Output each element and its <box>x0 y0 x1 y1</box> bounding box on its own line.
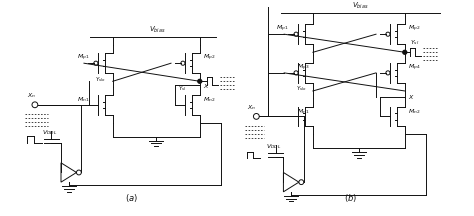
Text: $M_{p2}$: $M_{p2}$ <box>408 24 421 35</box>
Text: $V_{bias}$: $V_{bias}$ <box>352 1 369 11</box>
Circle shape <box>198 79 202 83</box>
Circle shape <box>403 50 407 54</box>
Text: $M_{p1}$: $M_{p1}$ <box>77 53 90 64</box>
Text: $Y_{slo}$: $Y_{slo}$ <box>295 85 306 94</box>
Text: $M_{n2}$: $M_{n2}$ <box>408 107 420 116</box>
Text: $V_{bias}$: $V_{bias}$ <box>149 25 166 35</box>
Text: $X$: $X$ <box>203 83 210 91</box>
Text: $V_{DDL}$: $V_{DDL}$ <box>266 142 281 151</box>
Text: $M_{n1}$: $M_{n1}$ <box>297 107 310 116</box>
Text: $X_n$: $X_n$ <box>247 103 256 111</box>
Text: $M_{p4}$: $M_{p4}$ <box>408 63 421 73</box>
Text: $M_{n2}$: $M_{n2}$ <box>203 95 216 104</box>
Text: $Y_{sl}$: $Y_{sl}$ <box>179 85 187 94</box>
Text: $M_{p1}$: $M_{p1}$ <box>276 24 288 35</box>
Text: $(a)$: $(a)$ <box>125 192 138 204</box>
Text: $X_n$: $X_n$ <box>27 91 36 100</box>
Text: $M_{p2}$: $M_{p2}$ <box>203 53 216 64</box>
Text: $M_{p3}$: $M_{p3}$ <box>297 63 310 73</box>
Text: $(b)$: $(b)$ <box>344 192 357 204</box>
Text: $X$: $X$ <box>408 93 415 101</box>
Text: $M_{n1}$: $M_{n1}$ <box>77 95 90 104</box>
Text: $Y_{sl}$: $Y_{sl}$ <box>410 38 419 48</box>
Text: $Y_{slo}$: $Y_{slo}$ <box>95 75 106 84</box>
Text: $V_{DDL}$: $V_{DDL}$ <box>42 128 57 137</box>
